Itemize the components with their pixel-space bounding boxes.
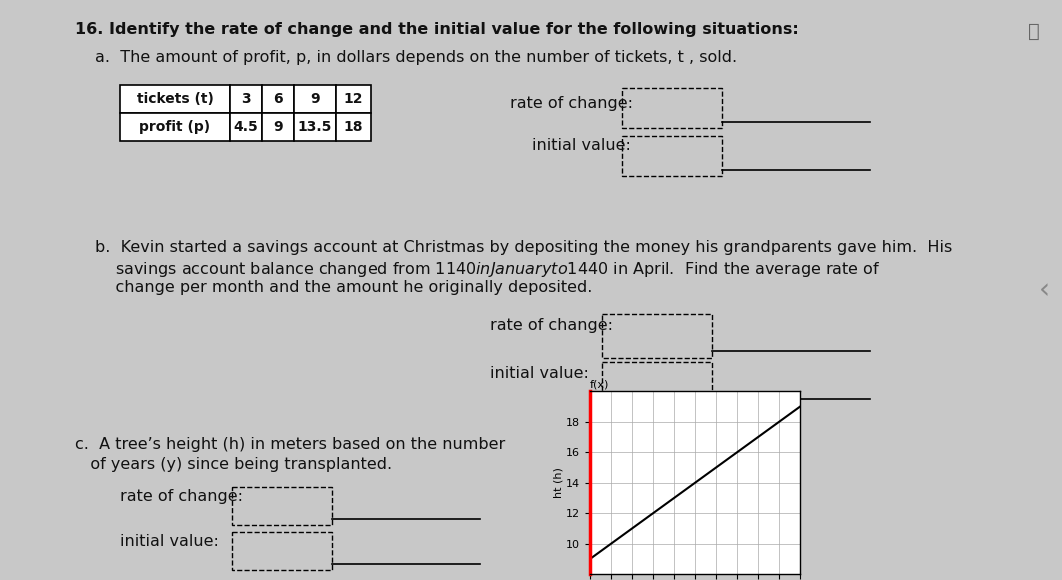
Bar bbox=[294, 85, 336, 113]
Text: 18: 18 bbox=[344, 120, 363, 134]
Text: rate of change:: rate of change: bbox=[120, 489, 243, 504]
Text: change per month and the amount he originally deposited.: change per month and the amount he origi… bbox=[95, 280, 593, 295]
Text: tickets (t): tickets (t) bbox=[137, 92, 213, 106]
Text: 12: 12 bbox=[344, 92, 363, 106]
Text: 4.5: 4.5 bbox=[234, 120, 258, 134]
Text: initial value:: initial value: bbox=[532, 138, 631, 153]
Text: c.  A tree’s height (h) in meters based on the number: c. A tree’s height (h) in meters based o… bbox=[75, 437, 506, 452]
Bar bbox=[336, 85, 371, 113]
Bar bbox=[232, 532, 332, 570]
Text: initial value:: initial value: bbox=[490, 366, 588, 381]
Text: f(x): f(x) bbox=[590, 379, 610, 389]
Bar bbox=[120, 85, 230, 113]
Text: ‹: ‹ bbox=[1039, 276, 1050, 304]
Bar bbox=[602, 314, 712, 358]
Y-axis label: ht (h): ht (h) bbox=[553, 467, 563, 498]
Text: 13.5: 13.5 bbox=[297, 120, 332, 134]
Text: 16. Identify the rate of change and the initial value for the following situatio: 16. Identify the rate of change and the … bbox=[75, 22, 799, 37]
Bar bbox=[622, 136, 722, 176]
Bar bbox=[602, 362, 712, 406]
Text: initial value:: initial value: bbox=[120, 534, 219, 549]
Bar bbox=[262, 113, 294, 141]
Bar bbox=[622, 88, 722, 128]
Bar bbox=[336, 113, 371, 141]
Bar bbox=[230, 85, 262, 113]
Text: profit (p): profit (p) bbox=[139, 120, 210, 134]
Bar bbox=[230, 113, 262, 141]
Text: 3: 3 bbox=[241, 92, 251, 106]
Bar bbox=[232, 487, 332, 525]
Bar bbox=[294, 113, 336, 141]
Text: 9: 9 bbox=[310, 92, 320, 106]
Text: rate of change:: rate of change: bbox=[490, 318, 613, 333]
Text: b.  Kevin started a savings account at Christmas by depositing the money his gra: b. Kevin started a savings account at Ch… bbox=[95, 240, 953, 255]
Text: ⓘ: ⓘ bbox=[1028, 22, 1040, 41]
Text: of years (y) since being transplanted.: of years (y) since being transplanted. bbox=[75, 457, 392, 472]
Text: a.  The amount of profit, p, in dollars depends on the number of tickets, t , so: a. The amount of profit, p, in dollars d… bbox=[95, 50, 737, 65]
Text: savings account balance changed from $1140 in January to $1440 in April.  Find t: savings account balance changed from $11… bbox=[95, 260, 880, 279]
Bar bbox=[262, 85, 294, 113]
Text: 6: 6 bbox=[273, 92, 282, 106]
Text: rate of change:: rate of change: bbox=[510, 96, 633, 111]
Text: 9: 9 bbox=[273, 120, 282, 134]
Bar bbox=[120, 113, 230, 141]
